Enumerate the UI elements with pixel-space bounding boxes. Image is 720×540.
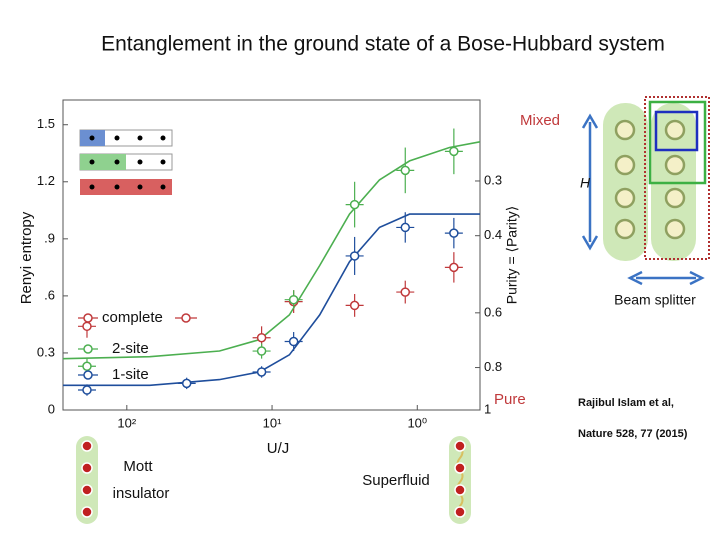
fit-curve [63,213,480,387]
data-point [256,332,267,343]
legend-label: 2-site [112,340,149,357]
phase-label: insulator [113,485,170,502]
operator-label: H [580,175,591,191]
data-point [449,262,459,273]
legend-marker [83,370,93,380]
y2-tick-label: 0.3 [484,172,502,187]
legend-marker [181,313,191,323]
y2-tick-label: 0.4 [484,227,502,242]
data-point [449,228,459,238]
data-point [449,146,459,157]
y-tick-label: 1.5 [37,116,55,131]
data-point [400,222,411,233]
citation: Rajibul Islam et al, [578,397,674,409]
legend-label: 1-site [112,366,149,383]
data-point [400,287,411,297]
data-point [288,336,299,347]
x-tick-label: 10⁰ [407,415,427,430]
phase-label: Superfluid [362,472,430,489]
data-point [349,300,360,311]
y2-tick-label: 0.6 [484,304,502,319]
phase-label: Mott [123,458,153,475]
x-axis-label: U/J [267,440,290,457]
y2-tick-label: 1 [484,401,491,416]
atom-columns [76,436,471,524]
y-tick-label: .9 [44,230,55,245]
data-point [349,199,360,210]
citation: Nature 528, 77 (2015) [578,428,688,440]
data-point [256,346,267,356]
data-point [349,251,360,261]
data-point [82,321,92,332]
inset-pictogram [79,129,173,195]
y-axis-label: Renyi entropy [18,211,35,304]
y-tick-label: .6 [44,287,55,302]
legend-marker [83,344,93,354]
data-point [400,165,411,176]
lattice-diagram [581,96,710,286]
y-tick-label: 0 [48,401,55,416]
annotation: Mixed [520,112,560,129]
x-tick-label: 10¹ [263,415,282,430]
fit-curve [62,141,481,360]
data-point [256,367,267,377]
data-point [82,361,92,372]
legend-label: complete [102,309,163,326]
slide-title: Entanglement in the ground state of a Bo… [101,33,665,56]
data-point [82,385,92,395]
y2-axis-label: Purity = ⟨Parity⟩ [504,206,520,304]
y-tick-label: 0.3 [37,344,55,359]
data-point [181,378,192,389]
beam-splitter-label: Beam splitter [614,292,696,308]
annotation: Pure [494,391,526,408]
data-point [288,294,299,305]
plot-frame [62,99,481,411]
legend-marker [83,313,93,323]
x-tick-label: 10² [117,415,136,430]
y2-tick-label: 0.8 [484,359,502,374]
y-tick-label: 1.2 [37,173,55,188]
